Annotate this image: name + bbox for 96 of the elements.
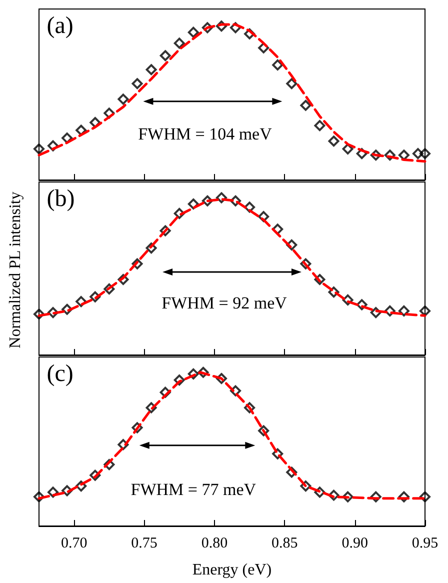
- point: [300, 480, 312, 492]
- point: [370, 150, 382, 161]
- x-tick-label: 0.95: [412, 536, 438, 552]
- point: [356, 299, 368, 310]
- point: [146, 402, 157, 414]
- point: [132, 78, 143, 90]
- annotation: FWHM = 92 meV: [162, 294, 288, 313]
- point: [160, 225, 171, 236]
- point: [398, 491, 410, 502]
- point: [272, 59, 284, 70]
- point: [104, 459, 115, 470]
- point: [104, 108, 115, 119]
- annotation: FWHM = 104 meV: [138, 124, 273, 144]
- point: [342, 491, 354, 502]
- point: [104, 283, 115, 294]
- point: [314, 486, 326, 498]
- point: [202, 22, 213, 34]
- point: [328, 490, 340, 501]
- point: [370, 491, 382, 502]
- point: [62, 485, 73, 496]
- point: [370, 307, 382, 318]
- point: [76, 480, 87, 492]
- point: [314, 274, 326, 286]
- point: [90, 116, 101, 128]
- annotation: FWHM = 77 meV: [130, 480, 257, 500]
- point: [132, 258, 143, 270]
- point: [342, 143, 354, 154]
- point: [384, 150, 396, 161]
- point: [160, 50, 171, 62]
- point: [230, 385, 242, 396]
- point: [216, 20, 227, 32]
- point: [174, 208, 185, 219]
- point: [118, 274, 129, 286]
- point: [76, 296, 87, 308]
- point: [286, 78, 298, 90]
- point: [90, 470, 101, 481]
- point: [300, 258, 312, 270]
- point: [272, 224, 284, 235]
- point: [328, 286, 340, 298]
- x-tick-label: 0.70: [60, 536, 88, 552]
- point: [244, 28, 256, 40]
- point: [146, 64, 157, 76]
- point: [174, 38, 185, 49]
- point: [188, 26, 199, 38]
- point: [258, 42, 270, 54]
- x-tick-label: 0.85: [272, 536, 298, 552]
- point: [198, 366, 209, 378]
- point: [420, 148, 430, 160]
- point: [118, 439, 129, 450]
- point: [174, 374, 185, 386]
- x-tick-label: 0.80: [201, 536, 228, 552]
- point: [272, 448, 284, 460]
- point: [286, 466, 298, 478]
- point: [76, 124, 87, 136]
- x-tick-label: 0.90: [342, 536, 368, 552]
- point: [258, 211, 270, 222]
- point: [132, 422, 143, 434]
- point: [90, 291, 101, 302]
- point: [216, 192, 227, 204]
- point: [48, 486, 59, 498]
- y-axis-title: Normalized PL intensity: [7, 192, 25, 348]
- point: [412, 148, 424, 160]
- point: [328, 136, 340, 147]
- annotation: (a): [46, 13, 74, 40]
- point: [356, 148, 368, 160]
- point: [34, 143, 44, 154]
- point: [34, 491, 44, 502]
- point: [342, 294, 354, 306]
- point: [188, 198, 199, 210]
- point: [258, 425, 270, 436]
- point: [244, 202, 256, 213]
- point: [230, 22, 242, 34]
- point: [188, 368, 199, 380]
- annotation: (b): [46, 186, 75, 212]
- x-tick-label: 0.75: [131, 536, 158, 552]
- point: [160, 386, 171, 398]
- point: [244, 402, 256, 414]
- annotation: (c): [46, 361, 74, 388]
- point: [420, 491, 430, 502]
- point: [230, 195, 242, 206]
- point: [286, 239, 298, 250]
- point: [300, 100, 312, 111]
- point: [420, 305, 430, 316]
- point: [34, 308, 44, 320]
- point: [216, 373, 227, 384]
- point: [62, 132, 73, 144]
- point: [398, 305, 410, 316]
- point: [48, 307, 59, 318]
- point: [202, 195, 213, 206]
- point: [48, 140, 59, 152]
- point: [384, 305, 396, 316]
- point: [118, 94, 129, 105]
- point: [314, 120, 326, 132]
- x-axis-title: Energy (eV): [192, 562, 272, 578]
- point: [146, 242, 157, 254]
- point: [62, 304, 73, 315]
